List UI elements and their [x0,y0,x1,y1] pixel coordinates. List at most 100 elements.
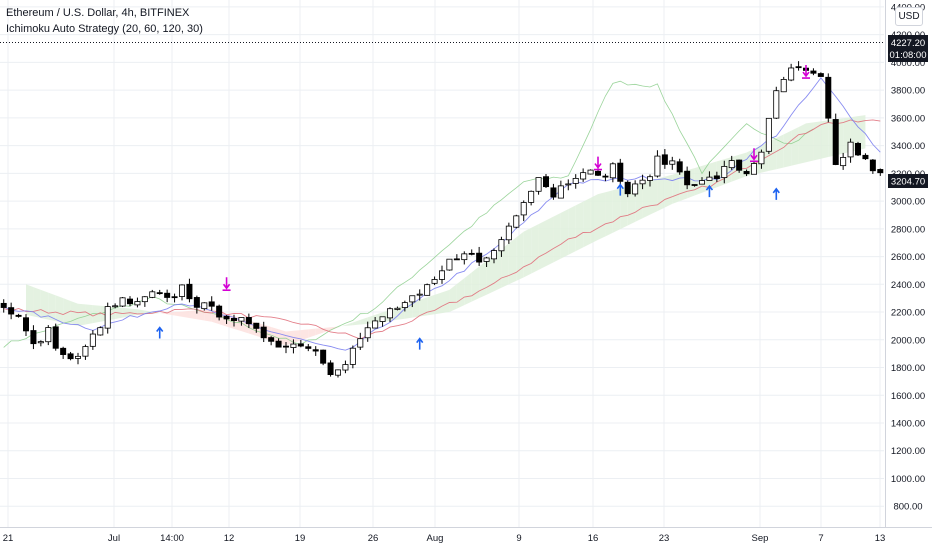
candle-body-up [528,190,535,203]
candle-body-down [832,119,839,165]
time-tick-label: 26 [368,533,379,544]
candle-body-up [37,341,44,344]
candle-body-up [119,297,126,307]
cloud-segment-bullish [553,212,561,263]
cloud-segment-bearish [167,312,175,316]
strategy-legend[interactable]: Ichimoku Auto Strategy (20, 60, 120, 30) [6,23,203,35]
ichimoku-cloud [26,115,866,346]
cloud-segment-bullish [456,278,465,309]
candle-body-down [312,349,319,352]
candle-body-down [230,318,237,321]
cloud-segment-bullish [538,220,546,270]
candle-body-down [795,66,802,69]
candle-body-up [751,163,758,175]
candle-body-up [587,169,594,175]
candle-body-up [788,67,795,81]
candle-body-down [676,161,683,173]
cloud-segment-bearish [174,311,182,317]
price-tick-label: 3600.00 [891,113,925,124]
candle-body-down [164,292,171,298]
candle-body-up [104,306,111,329]
time-tick-label: 14:00 [160,533,184,544]
price-tick-label: 2000.00 [891,335,925,346]
candle-body-down [186,283,193,300]
candle-body-up [654,155,661,177]
time-axis[interactable]: 21 Jul 14:00 12 19 26 Aug 9 16 23 Sep 7 13 [3,533,886,544]
candle-body-up [840,157,847,167]
sell-signal-arrow [222,277,231,292]
candle-body-up [609,163,616,179]
candle-body-up [201,302,208,310]
candle-body-down [691,184,698,186]
time-tick-label: 12 [224,533,235,544]
price-tick-label: 1000.00 [891,474,925,485]
base-line [3,119,881,340]
candle-body-up [409,295,416,303]
candle-body-up [765,117,772,152]
cloud-segment-bullish [568,205,576,255]
candle-body-down [253,322,260,329]
candle-body-up [386,308,393,319]
sell-signal-arrow [594,156,602,171]
time-tick-label: 16 [588,533,599,544]
candle-body-down [223,315,230,320]
cloud-segment-bullish [427,294,435,316]
cloud-segment-bullish [130,308,138,317]
cloud-segment-bullish [464,272,472,306]
cloud-segment-bearish [293,330,301,343]
cloud-segment-bullish [672,172,680,204]
candle-body-up [82,346,89,357]
bar-countdown: 01:08:00 [890,50,927,61]
cloud-segment-bullish [583,197,591,248]
candle-body-up [149,291,156,298]
candle-body-down [661,154,668,165]
symbol-title[interactable]: Ethereum / U.S. Dollar, 4h, BITFINEX [6,7,190,19]
cloud-segment-bullish [360,317,368,325]
candle-body-down [8,307,15,315]
candle-body-up [178,284,185,297]
candle-body-down [127,298,134,305]
cloud-segment-bullish [627,184,636,226]
candle-body-up [134,301,141,306]
candle-body-up [349,347,356,365]
cloud-segment-bullish [605,190,613,237]
candle-body-up [758,151,765,165]
time-tick-label: Sep [752,533,769,544]
candle-body-down [602,175,609,178]
last-price-tag [888,174,928,188]
candle-body-up [424,284,431,296]
buy-signal-arrow [616,183,624,196]
candle-body-down [282,345,289,348]
candle-body-up [520,202,527,216]
price-axis[interactable]: 4400.004200.004000.003800.003600.003400.… [891,2,925,512]
candle-body-up [290,343,297,348]
candle-body-up [490,250,497,260]
cloud-segment-bullish [598,192,606,240]
candle-body-up [238,317,245,322]
cloud-segment-bullish [48,292,56,322]
cloud-segment-bullish [501,243,509,288]
cloud-segment-bullish [813,121,821,161]
candle-body-up [647,176,654,181]
candle-body-down [60,347,67,355]
time-tick-label: 19 [295,533,306,544]
candle-body-up [334,369,341,376]
cloud-segment-bullish [63,298,71,325]
price-tick-label: 1200.00 [891,446,925,457]
cloud-segment-bearish [308,328,316,338]
cloud-segment-bullish [858,115,866,151]
candle-body-down [825,76,832,119]
candle-body-down [52,326,59,349]
candle-body-down [260,326,267,339]
buy-signal-arrow [705,184,714,198]
cloud-segment-bullish [590,194,598,244]
candle-body-down [453,258,460,261]
time-tick-label: 21 [3,533,14,544]
high-price-label: 4227.20 [891,38,925,49]
candle-body-up [847,141,854,158]
candle-body-down [305,346,312,349]
candle-body-down [468,252,475,255]
currency-button[interactable]: USD [895,7,923,26]
